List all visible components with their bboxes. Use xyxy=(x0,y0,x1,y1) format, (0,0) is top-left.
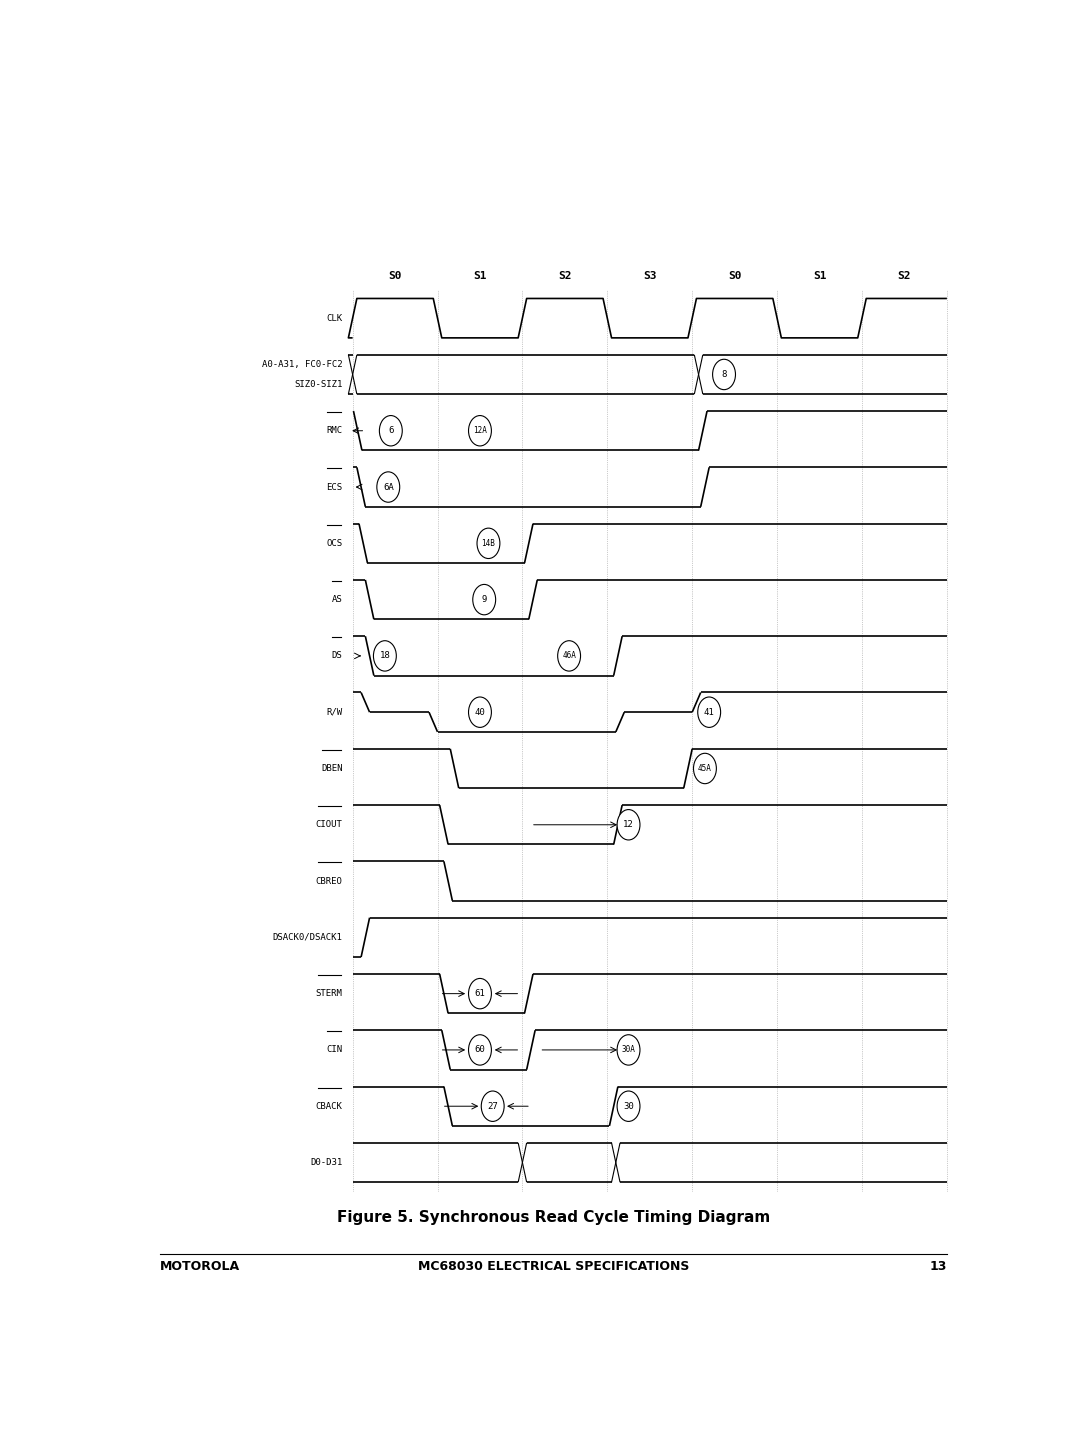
Text: 46A: 46A xyxy=(563,651,576,660)
Text: D0-D31: D0-D31 xyxy=(310,1158,342,1167)
Text: 60: 60 xyxy=(474,1045,485,1054)
Text: 45A: 45A xyxy=(698,764,712,773)
Text: AS: AS xyxy=(332,595,342,604)
Circle shape xyxy=(693,754,716,784)
Text: 30: 30 xyxy=(623,1102,634,1110)
Text: CBREO: CBREO xyxy=(315,877,342,885)
Circle shape xyxy=(557,641,581,671)
Text: A0-A31, FC0-FC2: A0-A31, FC0-FC2 xyxy=(262,360,342,368)
Text: CIN: CIN xyxy=(326,1045,342,1054)
Text: S3: S3 xyxy=(643,271,657,282)
Text: ECS: ECS xyxy=(326,482,342,491)
Text: DBEN: DBEN xyxy=(321,764,342,773)
Text: 41: 41 xyxy=(704,708,715,716)
Text: SIZ0-SIZ1: SIZ0-SIZ1 xyxy=(294,380,342,388)
Text: CBACK: CBACK xyxy=(315,1102,342,1110)
Text: MC68030 ELECTRICAL SPECIFICATIONS: MC68030 ELECTRICAL SPECIFICATIONS xyxy=(418,1259,689,1272)
Text: RMC: RMC xyxy=(326,426,342,435)
Text: 18: 18 xyxy=(379,651,390,660)
Circle shape xyxy=(482,1092,504,1122)
Text: 9: 9 xyxy=(482,595,487,604)
Text: 8: 8 xyxy=(721,370,727,378)
Circle shape xyxy=(617,1092,640,1122)
Circle shape xyxy=(473,585,496,615)
Text: DS: DS xyxy=(332,651,342,660)
Text: S0: S0 xyxy=(728,271,741,282)
Text: CLK: CLK xyxy=(326,313,342,322)
Text: S1: S1 xyxy=(473,271,487,282)
Text: 12: 12 xyxy=(623,820,634,829)
Text: DSACK0/DSACK1: DSACK0/DSACK1 xyxy=(273,933,342,941)
Text: 27: 27 xyxy=(487,1102,498,1110)
Text: 40: 40 xyxy=(474,708,485,716)
Circle shape xyxy=(469,1035,491,1066)
Text: 61: 61 xyxy=(474,989,485,998)
Text: 12A: 12A xyxy=(473,426,487,435)
Circle shape xyxy=(374,641,396,671)
Text: STERM: STERM xyxy=(315,989,342,998)
Circle shape xyxy=(469,697,491,728)
Text: OCS: OCS xyxy=(326,539,342,547)
Text: S2: S2 xyxy=(558,271,571,282)
Circle shape xyxy=(379,416,402,446)
Circle shape xyxy=(713,360,735,390)
Text: MOTOROLA: MOTOROLA xyxy=(160,1259,240,1272)
Circle shape xyxy=(617,810,640,840)
Text: 14B: 14B xyxy=(482,539,496,547)
Text: S0: S0 xyxy=(389,271,402,282)
Text: 6: 6 xyxy=(388,426,393,435)
Text: R/W: R/W xyxy=(326,708,342,716)
Text: S2: S2 xyxy=(897,271,912,282)
Text: 6A: 6A xyxy=(383,482,393,491)
Text: CIOUT: CIOUT xyxy=(315,820,342,829)
Text: 30A: 30A xyxy=(622,1045,635,1054)
Circle shape xyxy=(469,979,491,1009)
Text: Figure 5. Synchronous Read Cycle Timing Diagram: Figure 5. Synchronous Read Cycle Timing … xyxy=(337,1210,770,1225)
Circle shape xyxy=(698,697,720,728)
Circle shape xyxy=(377,472,400,503)
Circle shape xyxy=(617,1035,640,1066)
Circle shape xyxy=(477,529,500,559)
Text: 13: 13 xyxy=(930,1259,947,1272)
Text: S1: S1 xyxy=(813,271,826,282)
Circle shape xyxy=(469,416,491,446)
